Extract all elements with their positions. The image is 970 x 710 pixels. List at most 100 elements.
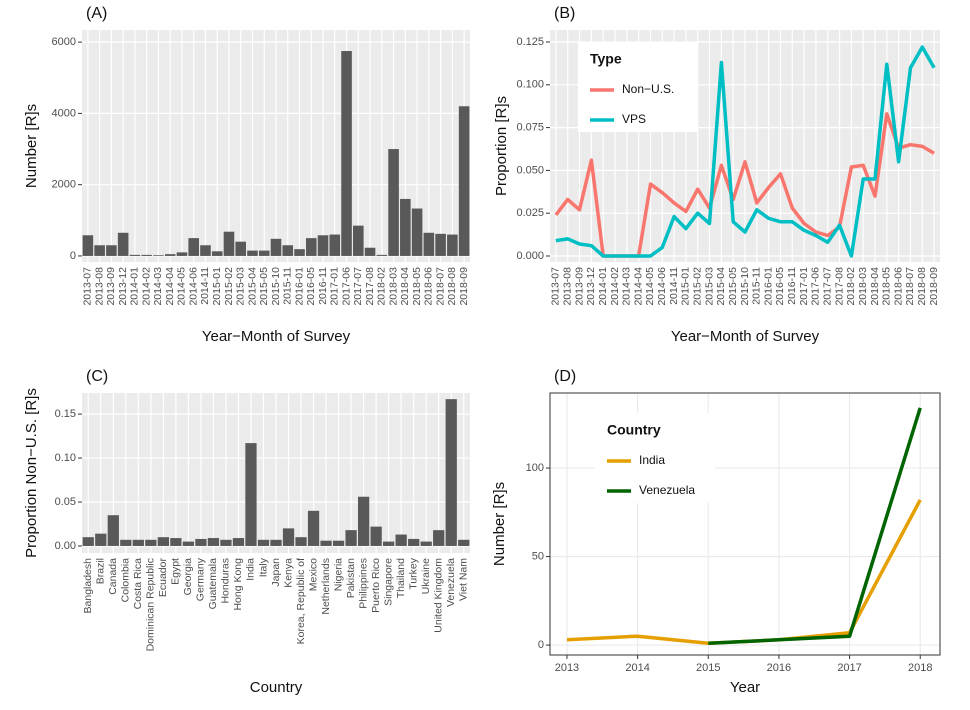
x-tick-label: Netherlands <box>320 558 332 615</box>
x-tick-label: 2018-02 <box>845 267 857 306</box>
bar <box>145 539 157 546</box>
x-tick-label: 2018-05 <box>881 267 893 306</box>
x-tick-label: Kenya <box>282 558 294 588</box>
x-tick-label: Thailand <box>395 558 407 598</box>
bar <box>295 537 307 546</box>
bar <box>258 250 270 256</box>
bar <box>129 254 141 256</box>
x-tick-label: United Kingdom <box>432 558 444 633</box>
x-tick-label: 2015-10 <box>739 267 751 306</box>
bar <box>200 245 211 256</box>
x-tick-label: 2014-03 <box>621 267 633 306</box>
x-tick-label: 2016 <box>767 662 791 674</box>
bar <box>247 250 258 256</box>
x-tick-label: Nigeria <box>332 558 344 591</box>
legend-title: Type <box>590 51 622 67</box>
x-tick-label: Philippines <box>357 558 369 609</box>
x-tick-label: Ukraine <box>420 558 432 594</box>
x-tick-label: 2013-08 <box>562 267 574 306</box>
x-tick-label: 2015-02 <box>223 267 235 306</box>
bar <box>370 526 382 546</box>
bar <box>307 510 320 546</box>
bar <box>383 541 395 546</box>
x-tick-label: Honduras <box>220 558 232 604</box>
bar <box>411 208 423 256</box>
x-tick-label: 2014-11 <box>199 267 211 305</box>
panel-label: (A) <box>86 5 107 22</box>
x-tick-label: 2018-05 <box>411 267 423 306</box>
x-tick-label: 2015-01 <box>680 267 692 306</box>
bar <box>445 399 457 546</box>
bar <box>94 245 105 256</box>
bar <box>245 443 257 546</box>
y-tick-label: 0 <box>70 250 76 262</box>
x-tick-label: 2013-07 <box>550 267 562 306</box>
x-tick-label: Costa Rica <box>132 558 144 610</box>
x-tick-label: 2018-06 <box>892 267 904 306</box>
x-tick-label: 2015 <box>696 662 720 674</box>
x-tick-label: 2015-04 <box>246 267 258 306</box>
bar <box>270 539 282 546</box>
y-tick-label: 0.100 <box>516 79 544 91</box>
x-tick-label: 2018-06 <box>423 267 435 306</box>
bar <box>320 540 332 546</box>
x-tick-label: 2013 <box>555 662 579 674</box>
legend-box <box>595 413 715 503</box>
bar <box>435 233 446 256</box>
x-tick-label: Venezuela <box>445 558 457 607</box>
bar <box>423 232 435 256</box>
legend-box <box>578 42 698 132</box>
y-axis-title: Proportion Non−U.S. [R]s <box>23 388 40 558</box>
x-tick-label: Canada <box>107 558 119 595</box>
x-tick-label: 2015-10 <box>270 267 282 306</box>
x-tick-label: 2018-03 <box>857 267 869 306</box>
bar <box>329 234 341 256</box>
bar <box>364 247 376 256</box>
x-axis-title: Country <box>250 679 303 696</box>
panel-label: (D) <box>554 368 576 385</box>
bar <box>120 539 132 546</box>
x-tick-label: 2018-08 <box>916 267 928 306</box>
legend: Type Non−U.S. VPS <box>578 42 698 132</box>
y-axis-title: Number [R]s <box>23 104 40 188</box>
bar <box>132 539 144 546</box>
bar <box>232 538 245 546</box>
bar <box>164 254 176 256</box>
x-tick-label: 2016-11 <box>786 267 798 305</box>
bar <box>400 198 411 256</box>
x-tick-label: Brazil <box>95 558 107 584</box>
x-tick-label: 2013-12 <box>585 267 597 306</box>
x-tick-label: 2017-06 <box>810 267 822 306</box>
x-tick-label: Dominican Republic <box>145 558 157 651</box>
y-tick-label: 0.125 <box>516 36 544 48</box>
x-tick-label: India <box>245 558 257 581</box>
y-tick-label: 50 <box>532 550 544 562</box>
x-tick-label: Italy <box>257 557 269 577</box>
x-tick-label: 2013-07 <box>82 267 94 306</box>
x-tick-label: Pakistan <box>345 558 357 598</box>
plot-border <box>549 392 941 656</box>
x-tick-label: 2015-05 <box>727 267 739 306</box>
x-tick-label: 2018-03 <box>387 267 399 306</box>
panel-label: (C) <box>86 368 108 385</box>
x-tick-label: 2015-03 <box>235 267 247 306</box>
x-tick-label: 2014-02 <box>140 267 152 306</box>
bar <box>420 541 432 546</box>
x-tick-label: 2017-06 <box>340 267 352 306</box>
x-tick-label: 2016-11 <box>317 267 329 305</box>
bar <box>270 238 282 256</box>
y-axis-title: Proportion [R]s <box>493 96 510 196</box>
x-tick-label: Ecuador <box>157 557 169 597</box>
y-tick-label: 6000 <box>52 36 76 48</box>
panel-label: (B) <box>554 5 575 22</box>
bar <box>458 539 470 546</box>
x-tick-label: 2017-07 <box>822 267 834 306</box>
bar <box>388 149 399 256</box>
x-tick-label: 2017-08 <box>364 267 376 306</box>
line-series <box>708 407 922 646</box>
bar <box>95 533 107 546</box>
x-tick-label: Korea, Republic of <box>295 558 307 644</box>
x-tick-label: 2014-11 <box>668 267 680 305</box>
x-tick-label: 2016-05 <box>305 267 317 306</box>
x-tick-label: 2013-08 <box>93 267 105 306</box>
